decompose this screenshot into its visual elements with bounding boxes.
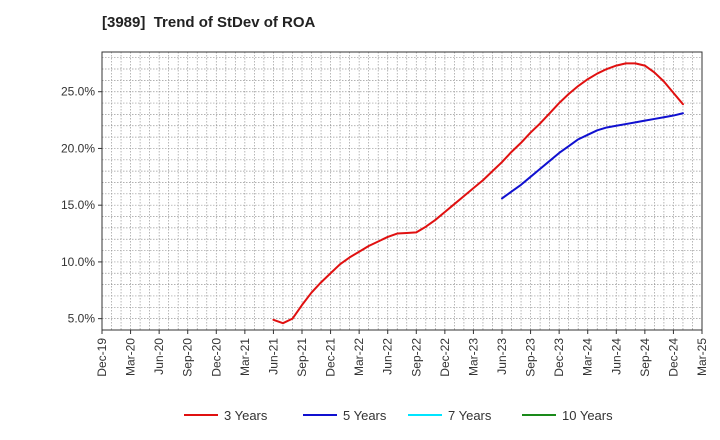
x-tick-label: Sep-21: [295, 338, 309, 377]
series-line-5-years: [501, 112, 684, 200]
y-tick-label: 5.0%: [68, 312, 96, 326]
legend-label-10-years: 10 Years: [562, 408, 613, 423]
x-tick-label: Jun-24: [609, 338, 623, 375]
x-tick-label: Mar-20: [124, 338, 138, 376]
x-tick-label: Sep-23: [524, 338, 538, 377]
x-tick-label: Dec-23: [552, 338, 566, 377]
x-tick-label: Mar-24: [581, 338, 595, 376]
x-tick-label: Mar-25: [695, 338, 709, 376]
x-tick-label: Jun-20: [152, 338, 166, 375]
x-tick-label: Jun-21: [266, 338, 280, 375]
grid-layer: [102, 52, 702, 331]
x-tick-label: Sep-20: [181, 338, 195, 377]
y-tick-label: 10.0%: [61, 255, 95, 269]
y-tick-label: 25.0%: [61, 85, 95, 99]
x-tick-label: Jun-23: [495, 338, 509, 375]
y-tick-label: 15.0%: [61, 198, 95, 212]
x-tick-label: Sep-22: [409, 338, 423, 377]
x-tick-label: Dec-19: [95, 338, 109, 377]
x-tick-label: Jun-22: [381, 338, 395, 375]
x-tick-label: Dec-22: [438, 338, 452, 377]
legend-label-3-years: 3 Years: [224, 408, 268, 423]
series-layer: [272, 62, 684, 325]
y-tick-label: 20.0%: [61, 141, 95, 155]
plot-background: [102, 52, 702, 330]
x-tick-label: Mar-22: [352, 338, 366, 376]
x-tick-label: Dec-21: [324, 338, 338, 377]
x-tick-label: Dec-20: [209, 338, 223, 377]
plot-frame: [101, 51, 703, 331]
legend-label-7-years: 7 Years: [448, 408, 492, 423]
x-tick-label: Dec-24: [666, 338, 680, 377]
x-tick-label: Mar-21: [238, 338, 252, 376]
x-axis: Dec-19 Mar-20 Jun-20 Sep-20 Dec-20 Mar-21 Jun-…: [95, 330, 709, 377]
x-tick-label: Sep-24: [638, 338, 652, 377]
y-axis: 5.0% 10.0% 15.0% 20.0% 25.0%: [61, 85, 102, 326]
legend: 3 Years 5 Years 7 Years 10 Years: [184, 408, 613, 423]
legend-label-5-years: 5 Years: [343, 408, 387, 423]
x-tick-label: Mar-23: [466, 338, 480, 376]
series-line-3-years: [272, 62, 684, 325]
chart-title: [3989] Trend of StDev of ROA: [102, 14, 316, 31]
